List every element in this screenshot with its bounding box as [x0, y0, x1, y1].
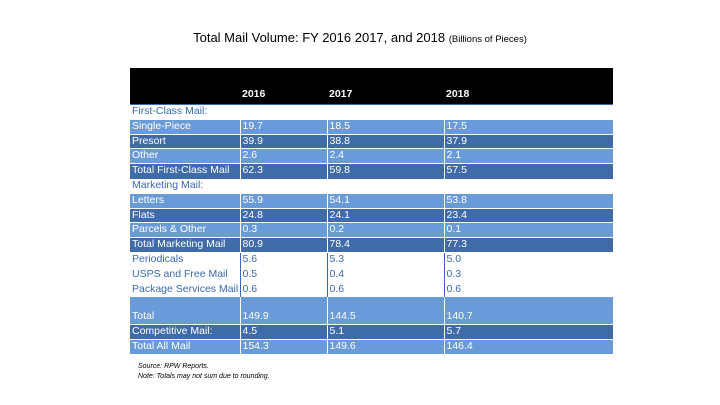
table-row: Marketing Mail:	[130, 177, 613, 194]
value-cell: 140.7	[443, 296, 613, 325]
row-label: USPS and Free Mail	[130, 267, 240, 283]
value-cell: 0.1	[443, 222, 613, 238]
value-cell: 4.5	[239, 324, 327, 340]
table-row: Total First-Class Mail 62.3 59.8 57.5	[130, 163, 613, 179]
value-cell: 18.5	[326, 119, 444, 135]
row-label: Marketing Mail:	[130, 177, 240, 194]
table-header-row: 2016 2017 2018	[130, 68, 613, 105]
value-cell: 57.5	[443, 163, 613, 179]
value-cell: 5.6	[239, 252, 327, 268]
header-cell	[130, 68, 240, 105]
source-note: Source: RPW Reports.	[138, 363, 209, 370]
table-row: Competitive Mail: 4.5 5.1 5.7	[130, 324, 613, 340]
row-label: Other	[130, 148, 240, 164]
row-label: Package Services Mail	[130, 282, 240, 297]
value-cell: 0.3	[239, 222, 327, 238]
footnotes: Source: RPW Reports. Note: Totals may no…	[138, 362, 270, 382]
value-cell: 0.3	[443, 267, 613, 283]
table-row: USPS and Free Mail 0.5 0.4 0.3	[130, 267, 613, 283]
row-label: Letters	[130, 193, 240, 209]
row-label: First-Class Mail:	[130, 104, 240, 120]
table-row: Package Services Mail 0.6 0.6 0.6	[130, 282, 613, 297]
table-row: Flats 24.8 24.1 23.4	[130, 208, 613, 223]
rounding-note: Note: Totals may not sum due to rounding…	[138, 373, 270, 380]
value-cell: 0.4	[326, 267, 444, 283]
table-row: Total 149.9 144.5 140.7	[130, 296, 613, 325]
value-cell: 77.3	[443, 237, 613, 253]
value-cell: 5.0	[443, 252, 613, 268]
value-cell: 0.6	[239, 282, 327, 297]
value-cell: 24.8	[239, 208, 327, 223]
row-label: Total First-Class Mail	[130, 163, 240, 179]
value-cell: 59.8	[326, 163, 444, 179]
title-main: Total Mail Volume: FY 2016 2017, and 201…	[193, 30, 446, 45]
row-label: Total	[130, 296, 240, 325]
row-label: Presort	[130, 134, 240, 149]
table-row: First-Class Mail:	[130, 104, 613, 120]
row-label: Periodicals	[130, 252, 240, 268]
table-row: Periodicals 5.6 5.3 5.0	[130, 252, 613, 268]
table-row: Parcels & Other 0.3 0.2 0.1	[130, 222, 613, 238]
table-row: Single-Piece 19.7 18.5 17.5	[130, 119, 613, 135]
header-cell-2016: 2016	[242, 88, 266, 101]
value-cell: 78.4	[326, 237, 444, 253]
table-body: First-Class Mail: Single-Piece 19.7 18.5 17.…	[130, 104, 613, 355]
row-label: Parcels & Other	[130, 222, 240, 238]
header-cell-2017: 2017	[329, 88, 353, 101]
value-cell: 5.7	[443, 324, 613, 340]
value-cell: 39.9	[239, 134, 327, 149]
value-cell: 5.1	[326, 324, 444, 340]
table-row: Letters 55.9 54.1 53.8	[130, 193, 613, 209]
value-cell	[326, 177, 444, 194]
value-cell: 62.3	[239, 163, 327, 179]
value-cell: 2.4	[326, 148, 444, 164]
row-label: Flats	[130, 208, 240, 223]
value-cell: 144.5	[326, 296, 444, 325]
row-label: Total Marketing Mail	[130, 237, 240, 253]
value-cell	[443, 104, 613, 120]
table-row: Total All Mail 154.3 149.6 146.4	[130, 339, 613, 355]
value-cell: 146.4	[443, 339, 613, 355]
value-cell: 154.3	[239, 339, 327, 355]
table-row: Presort 39.9 38.8 37.9	[130, 134, 613, 149]
value-cell: 0.2	[326, 222, 444, 238]
value-cell: 19.7	[239, 119, 327, 135]
value-cell: 0.5	[239, 267, 327, 283]
value-cell: 54.1	[326, 193, 444, 209]
value-cell: 149.9	[239, 296, 327, 325]
value-cell: 38.8	[326, 134, 444, 149]
header-cell-2018: 2018	[446, 88, 470, 101]
value-cell	[239, 177, 327, 194]
table-row: Other 2.6 2.4 2.1	[130, 148, 613, 164]
value-cell: 80.9	[239, 237, 327, 253]
value-cell: 0.6	[443, 282, 613, 297]
mail-volume-table: 2016 2017 2018 First-Class Mail: Single-P…	[130, 68, 613, 355]
value-cell: 24.1	[326, 208, 444, 223]
row-label: Single-Piece	[130, 119, 240, 135]
value-cell: 2.1	[443, 148, 613, 164]
row-label: Competitive Mail:	[130, 324, 240, 340]
value-cell: 23.4	[443, 208, 613, 223]
value-cell: 17.5	[443, 119, 613, 135]
table-row: Total Marketing Mail 80.9 78.4 77.3	[130, 237, 613, 253]
value-cell: 2.6	[239, 148, 327, 164]
row-label: Total All Mail	[130, 339, 240, 355]
value-cell	[239, 104, 327, 120]
value-cell: 149.6	[326, 339, 444, 355]
value-cell: 0.6	[326, 282, 444, 297]
value-cell: 37.9	[443, 134, 613, 149]
value-cell: 55.9	[239, 193, 327, 209]
page-title: Total Mail Volume: FY 2016 2017, and 201…	[0, 30, 720, 45]
value-cell	[326, 104, 444, 120]
value-cell	[443, 177, 613, 194]
value-cell: 53.8	[443, 193, 613, 209]
value-cell: 5.3	[326, 252, 444, 268]
title-unit: (Billions of Pieces)	[448, 34, 527, 45]
